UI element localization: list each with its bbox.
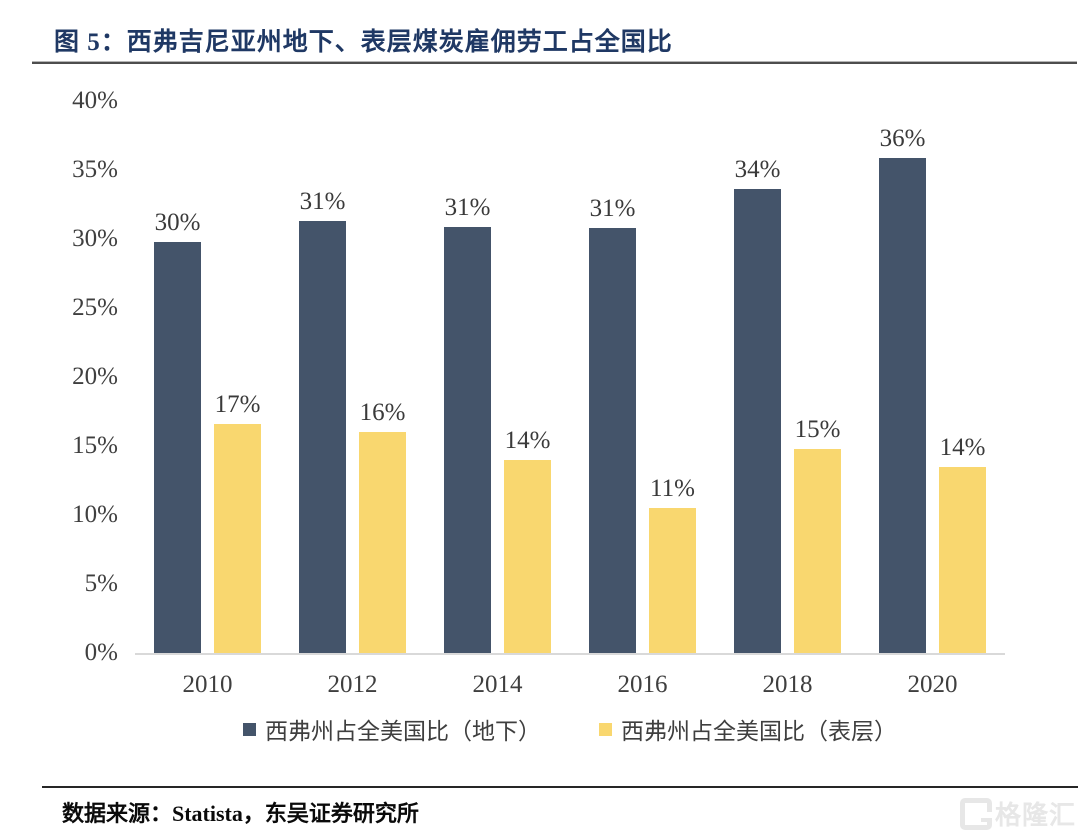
bar-surface-2014: 14% bbox=[504, 427, 551, 653]
bar-value-label: 15% bbox=[794, 415, 841, 443]
bar-value-label: 11% bbox=[650, 475, 695, 503]
bar-underground-2016: 31% bbox=[589, 195, 636, 653]
bar-group-2012: 31% 16% 2012 bbox=[280, 101, 425, 698]
bar-group-2010: 30% 17% 2010 bbox=[135, 101, 280, 698]
y-tick-15pct: 15% bbox=[72, 432, 118, 459]
y-tick-0pct: 0% bbox=[84, 639, 118, 666]
bar-value-label: 31% bbox=[444, 193, 491, 221]
bar-value-label: 30% bbox=[154, 208, 201, 236]
bar-surface-2018: 15% bbox=[794, 416, 841, 653]
source-divider bbox=[42, 786, 1078, 788]
bar-surface-2012: 16% bbox=[359, 399, 406, 653]
bar-value-label: 36% bbox=[879, 124, 926, 152]
bar-value-label: 16% bbox=[359, 399, 406, 427]
x-tick-2012: 2012 bbox=[327, 671, 378, 698]
legend-item-surface: 西弗州占全美国比（表层） bbox=[599, 712, 897, 746]
y-tick-40pct: 40% bbox=[72, 87, 118, 114]
x-tick-2020: 2020 bbox=[907, 671, 958, 698]
y-tick-20pct: 20% bbox=[72, 363, 118, 390]
bar-value-label: 31% bbox=[589, 194, 636, 222]
bar-value-label: 14% bbox=[939, 433, 986, 461]
x-tick-2014: 2014 bbox=[472, 671, 523, 698]
bar-value-label: 14% bbox=[504, 426, 551, 454]
legend-item-underground: 西弗州占全美国比（地下） bbox=[243, 712, 541, 746]
x-tick-2016: 2016 bbox=[617, 671, 668, 698]
legend-swatch-surface bbox=[599, 722, 612, 736]
bar-surface-2016: 11% bbox=[649, 475, 696, 653]
legend-swatch-underground bbox=[243, 722, 256, 736]
bar-surface-2020: 14% bbox=[939, 434, 986, 653]
chart-legend: 西弗州占全美国比（地下） 西弗州占全美国比（表层） bbox=[135, 712, 1005, 746]
legend-label-surface: 西弗州占全美国比（表层） bbox=[621, 719, 897, 744]
bar-value-label: 31% bbox=[299, 188, 346, 216]
y-tick-30pct: 30% bbox=[72, 225, 118, 252]
bar-underground-2012: 31% bbox=[299, 188, 346, 653]
y-tick-10pct: 10% bbox=[72, 501, 118, 528]
data-source-note: 数据来源：Statista，东吴证券研究所 bbox=[62, 801, 419, 826]
y-tick-5pct: 5% bbox=[84, 570, 118, 597]
bar-underground-2020: 36% bbox=[879, 125, 926, 653]
y-tick-25pct: 25% bbox=[72, 294, 118, 321]
bar-value-label: 17% bbox=[214, 390, 261, 418]
bar-group-2018: 34% 15% 2018 bbox=[715, 101, 860, 698]
watermark-text: 格隆汇 bbox=[994, 800, 1076, 830]
gelonghui-logo-icon bbox=[959, 797, 992, 830]
figure-title: 图 5：西弗吉尼亚州地下、表层煤炭雇佣劳工占全国比 bbox=[54, 29, 673, 56]
bar-group-2020: 36% 14% 2020 bbox=[860, 101, 1005, 698]
legend-label-underground: 西弗州占全美国比（地下） bbox=[265, 719, 541, 744]
title-divider bbox=[32, 61, 1077, 64]
gelonghui-watermark: 格隆汇 bbox=[959, 795, 1076, 832]
x-tick-2018: 2018 bbox=[762, 671, 813, 698]
bar-surface-2010: 17% bbox=[214, 391, 261, 653]
bar-group-2014: 31% 14% 2014 bbox=[425, 101, 570, 698]
bar-underground-2014: 31% bbox=[444, 194, 491, 653]
bar-underground-2010: 30% bbox=[154, 209, 201, 653]
y-tick-35pct: 35% bbox=[72, 156, 118, 183]
bar-value-label: 34% bbox=[734, 156, 781, 184]
bar-underground-2018: 34% bbox=[734, 156, 781, 653]
bar-group-2016: 31% 11% 2016 bbox=[570, 101, 715, 698]
x-tick-2010: 2010 bbox=[182, 671, 233, 698]
bar-chart-plot-area: 30% 17% 2010 31% 16% 2012 31% 14% 2014 31% 11% 2016… bbox=[135, 101, 1005, 698]
